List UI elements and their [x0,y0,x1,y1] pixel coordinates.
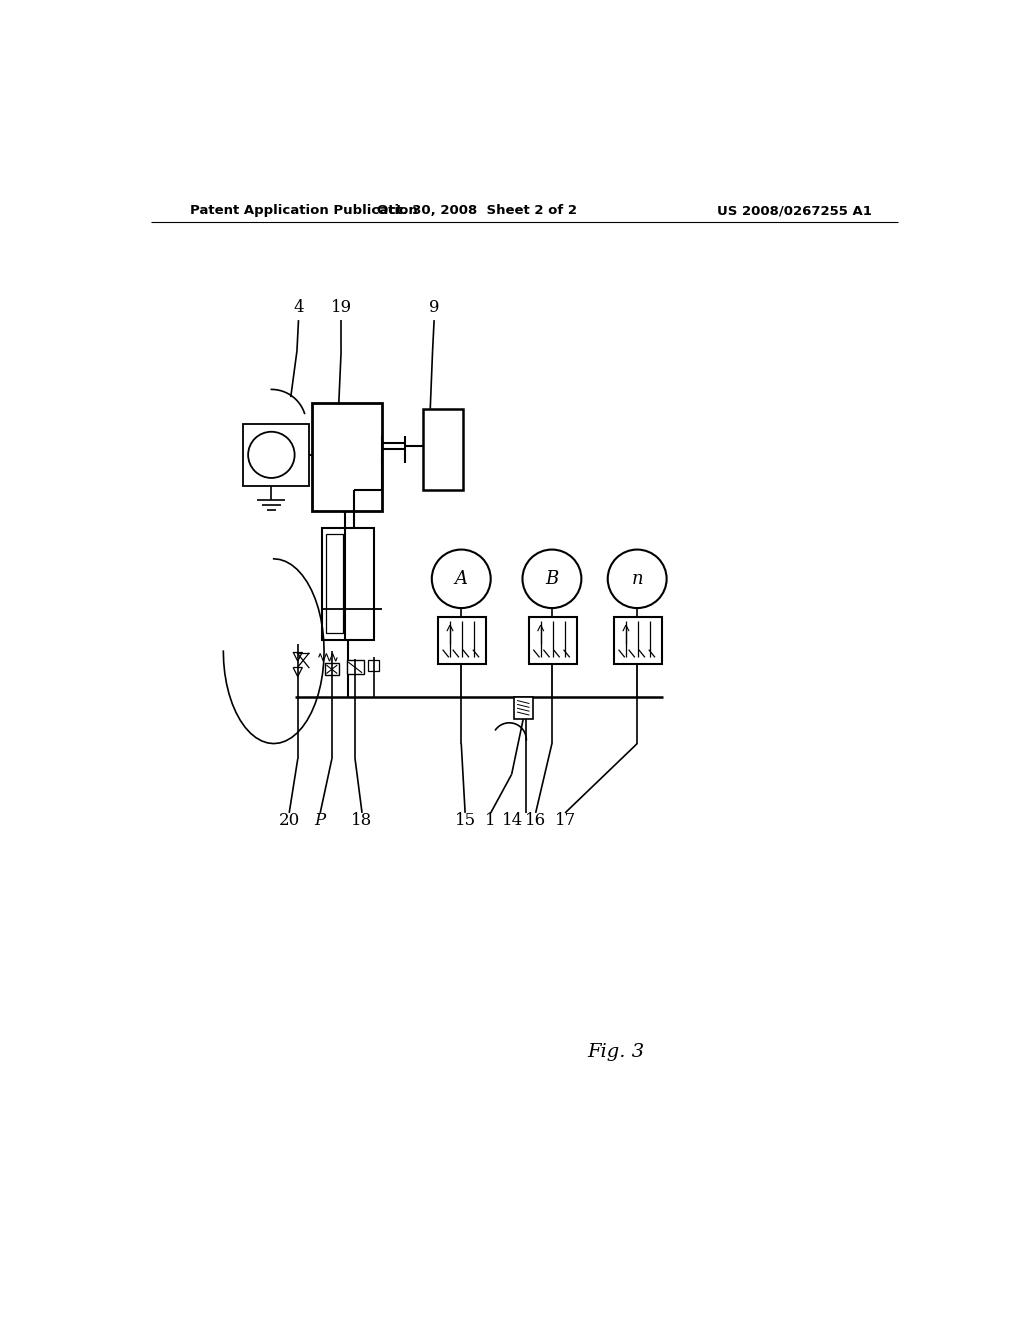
Text: B: B [546,570,558,587]
Bar [327,535,343,634]
Circle shape [607,549,667,609]
Text: Oct. 30, 2008  Sheet 2 of 2: Oct. 30, 2008 Sheet 2 of 2 [377,205,577,218]
Text: 17: 17 [554,812,575,829]
Text: P: P [314,812,326,829]
Text: US 2008/0267255 A1: US 2008/0267255 A1 [717,205,872,218]
Text: n: n [632,570,643,587]
Text: 18: 18 [351,812,373,829]
Bar [312,404,382,511]
Text: 4: 4 [293,298,304,315]
Circle shape [522,549,582,609]
Text: 16: 16 [525,812,546,829]
Bar [438,618,486,664]
Bar [514,697,532,719]
Text: 15: 15 [455,812,476,829]
Text: Patent Application Publication: Patent Application Publication [190,205,418,218]
Circle shape [432,549,490,609]
Bar [369,660,379,671]
Bar [614,618,662,664]
Text: 9: 9 [429,298,439,315]
Bar [322,528,375,640]
Circle shape [248,432,295,478]
Bar [325,663,339,675]
Bar [528,618,577,664]
Bar [346,660,364,675]
Text: 14: 14 [502,812,523,829]
Text: 20: 20 [279,812,300,829]
Bar [423,409,463,490]
Text: Fig. 3: Fig. 3 [588,1043,645,1060]
Bar [243,424,308,486]
Text: A: A [455,570,468,587]
Text: 1: 1 [485,812,496,829]
Text: 19: 19 [331,298,351,315]
